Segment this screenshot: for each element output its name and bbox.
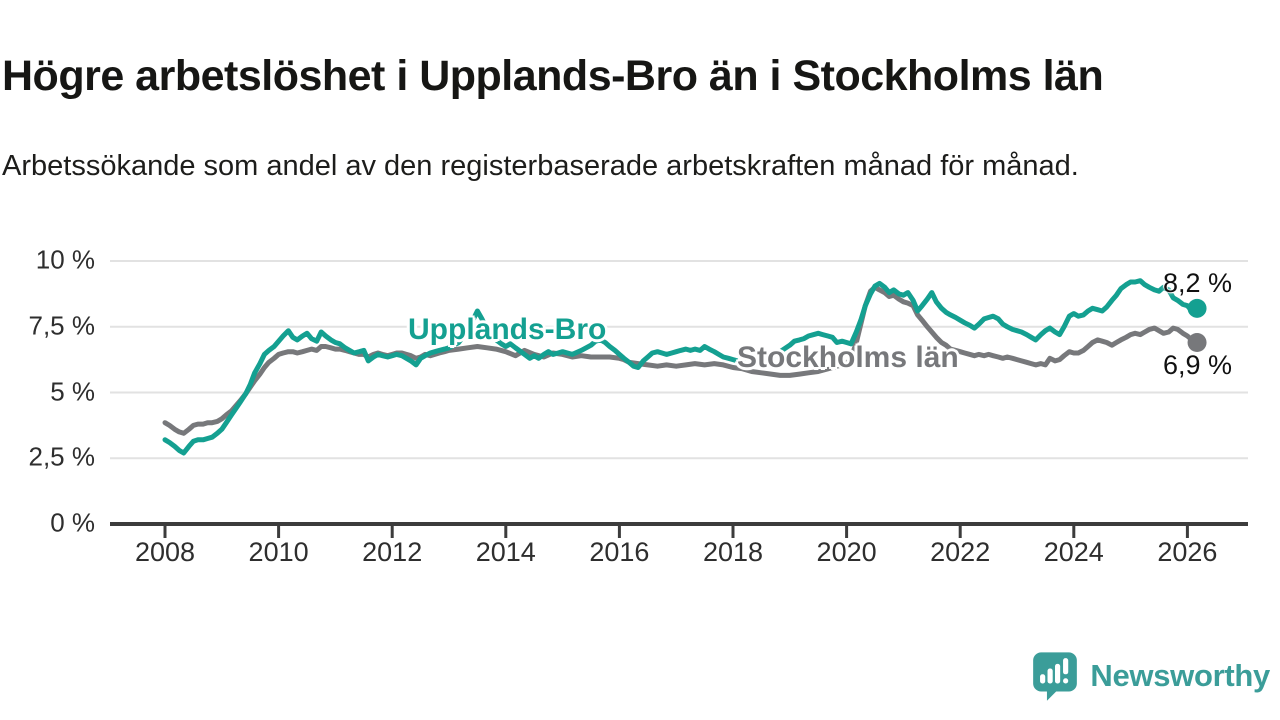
chart-subtitle: Arbetssökande som andel av den registerb… (2, 150, 1079, 182)
x-axis-tick-label: 2020 (816, 537, 877, 567)
y-axis-tick-label: 10 % (35, 244, 95, 275)
x-axis-tick-label: 2012 (362, 537, 423, 567)
page-title: Högre arbetslöshet i Upplands-Bro än i S… (2, 51, 1104, 100)
x-axis-tick-label: 2018 (702, 537, 764, 567)
x-axis-tick-label: 2014 (475, 537, 536, 567)
x-axis-tick-label: 2016 (589, 537, 650, 567)
newsworthy-logo-icon (1033, 652, 1078, 701)
y-axis-tick-label: 5 % (50, 375, 95, 406)
end-value-label-stockholms-lan: 6,9 % (1163, 349, 1233, 380)
y-axis-tick-label: 0 % (50, 507, 95, 538)
series-label-upplands-bro: Upplands-Bro (408, 313, 607, 346)
newsworthy-logo-text: Newsworthy (1090, 658, 1270, 693)
y-axis-tick-label: 7,5 % (28, 310, 96, 341)
series-end-dot-stockholms-l-n (1187, 333, 1207, 353)
series-line-stockholms-l-n (162, 284, 1200, 436)
series-label-stockholms-lan: Stockholms län (737, 341, 959, 374)
series-line-upplands-bro (162, 278, 1200, 456)
x-axis-tick-label: 2026 (1157, 537, 1218, 567)
y-axis-tick-label: 2,5 % (28, 441, 96, 472)
newsworthy-logo: Newsworthy (1032, 650, 1270, 702)
x-axis-tick-label: 2008 (134, 537, 196, 567)
x-axis-tick-label: 2010 (248, 537, 309, 567)
x-axis-tick-label: 2024 (1043, 537, 1104, 567)
series-end-dot-upplands-bro (1187, 298, 1207, 318)
end-value-label-upplands-bro: 8,2 % (1163, 268, 1233, 299)
x-axis-tick-label: 2022 (930, 537, 991, 567)
